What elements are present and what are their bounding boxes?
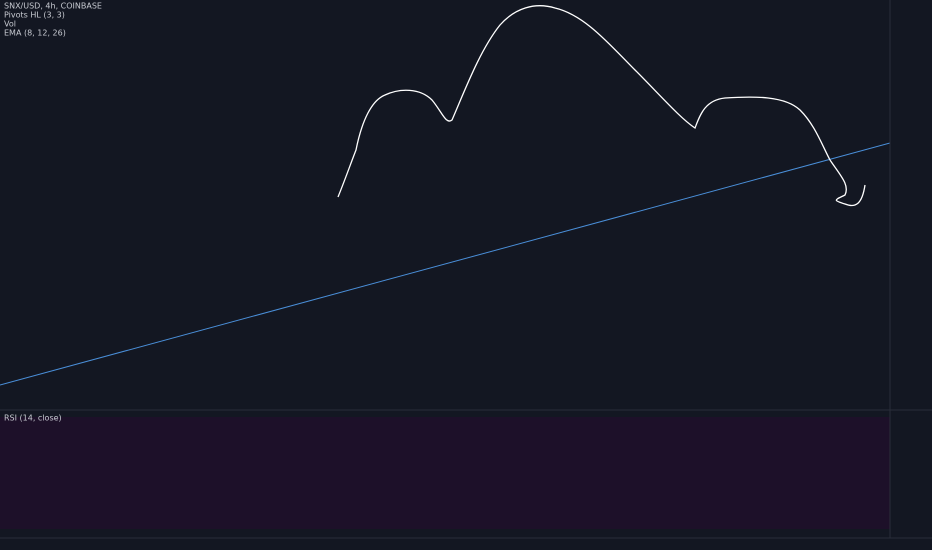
indicator-label: Pivots HL (3, 3) — [4, 11, 65, 20]
trend-line — [0, 142, 891, 386]
indicator-label: Vol — [4, 20, 16, 29]
chart-title: SNX/USD, 4h, COINBASE — [4, 2, 102, 11]
pattern-drawing — [337, 5, 866, 207]
rsi-title: RSI (14, close) — [4, 414, 62, 423]
rsi-band — [0, 417, 890, 529]
indicator-label: EMA (8, 12, 26) — [4, 29, 66, 38]
